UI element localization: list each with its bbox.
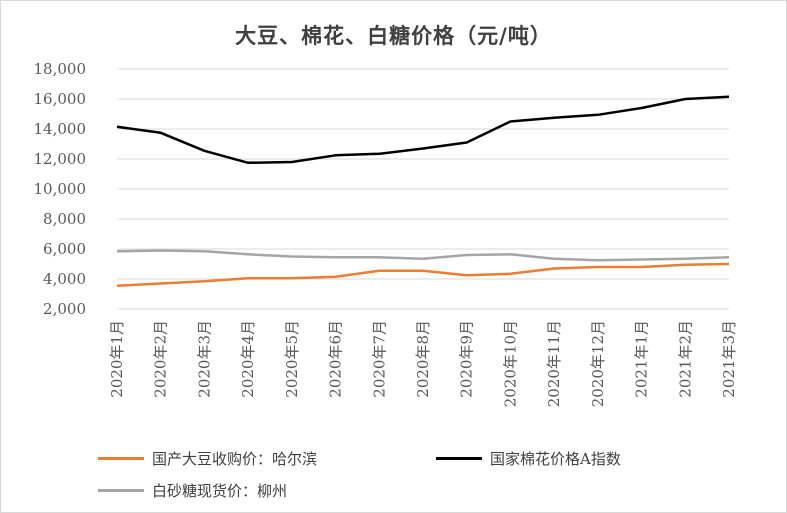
x-tick-label: 2020年3月 <box>195 320 213 398</box>
x-tick-label: 2020年9月 <box>458 320 476 398</box>
x-tick-label: 2020年4月 <box>239 320 257 398</box>
legend-swatch-soybean <box>98 457 144 460</box>
legend-item-cotton: 国家棉花价格A指数 <box>436 448 621 469</box>
legend-label-soybean: 国产大豆收购价：哈尔滨 <box>152 450 318 468</box>
y-tick-label: 12,000 <box>34 150 87 168</box>
y-tick-label: 14,000 <box>34 120 87 138</box>
x-tick-label: 2021年2月 <box>676 320 694 398</box>
x-tick-label: 2020年8月 <box>414 320 432 398</box>
x-tick-label: 2020年6月 <box>327 320 345 398</box>
legend-label-cotton: 国家棉花价格A指数 <box>490 450 621 468</box>
y-axis-ticks: 2,000 4,000 6,000 8,000 10,000 12,000 14,000 16… <box>34 60 87 318</box>
series-line-0 <box>116 262 730 288</box>
series-line-2 <box>116 249 730 262</box>
legend-swatch-cotton <box>436 457 482 460</box>
y-tick-label: 8,000 <box>43 210 86 228</box>
series-lines <box>116 95 730 288</box>
x-tick-label: 2021年3月 <box>720 320 738 398</box>
y-tick-label: 2,000 <box>43 300 86 318</box>
x-tick-label: 2021年1月 <box>633 320 651 398</box>
x-tick-label: 2020年7月 <box>370 320 388 398</box>
y-tick-label: 10,000 <box>34 180 87 198</box>
x-tick-label: 2020年10月 <box>501 320 519 407</box>
y-tick-label: 4,000 <box>43 270 86 288</box>
y-tick-label: 16,000 <box>34 90 87 108</box>
x-tick-label: 2020年12月 <box>589 320 607 407</box>
x-tick-label: 2020年11月 <box>545 320 563 407</box>
legend-swatch-sugar <box>98 489 144 492</box>
legend-item-sugar: 白砂糖现货价：柳州 <box>98 480 287 501</box>
x-tick-label: 2020年1月 <box>108 320 126 398</box>
y-tick-label: 18,000 <box>34 60 87 78</box>
series-line-1 <box>116 95 730 165</box>
legend-item-soybean: 国产大豆收购价：哈尔滨 <box>98 448 317 469</box>
x-axis-ticks: 2020年1月 2020年2月 2020年3月 2020年4月 2020年5月 2020年… <box>108 320 738 407</box>
chart-title: 大豆、棉花、白糖价格（元/吨） <box>235 23 552 48</box>
y-tick-label: 6,000 <box>43 240 86 258</box>
x-tick-label: 2020年2月 <box>152 320 170 398</box>
gridlines <box>117 68 729 310</box>
x-tick-label: 2020年5月 <box>283 320 301 398</box>
legend-label-sugar: 白砂糖现货价：柳州 <box>152 482 288 500</box>
